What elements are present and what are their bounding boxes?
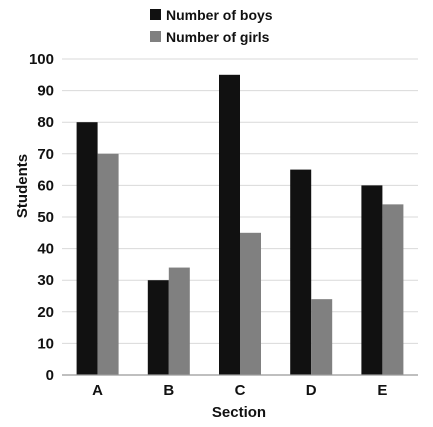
bar-d-boys bbox=[290, 169, 312, 375]
y-tick-label-20: 20 bbox=[37, 304, 54, 321]
y-axis-ticks: 0 10 20 30 40 50 60 70 80 90 100 bbox=[29, 51, 54, 384]
y-tick-label-100: 100 bbox=[29, 51, 54, 68]
x-tick-label-b: B bbox=[163, 382, 174, 399]
bar-b-boys bbox=[147, 280, 169, 375]
x-tick-label-d: D bbox=[306, 382, 317, 399]
x-axis-ticks: A B C D E bbox=[92, 382, 387, 399]
x-axis-title: Section bbox=[212, 404, 266, 421]
y-tick-label-90: 90 bbox=[37, 83, 54, 100]
bar-b-girls bbox=[168, 267, 190, 375]
y-tick-label-80: 80 bbox=[37, 114, 54, 131]
legend: Number of boys Number of girls bbox=[150, 7, 273, 45]
y-tick-label-60: 60 bbox=[37, 177, 54, 194]
y-tick-label-0: 0 bbox=[46, 367, 54, 384]
bars bbox=[76, 74, 404, 376]
y-axis-title: Students bbox=[14, 154, 31, 218]
y-tick-label-10: 10 bbox=[37, 335, 54, 352]
y-tick-label-50: 50 bbox=[37, 209, 54, 226]
bar-e-girls bbox=[382, 204, 404, 375]
x-tick-label-c: C bbox=[235, 382, 246, 399]
bar-e-boys bbox=[361, 185, 383, 375]
y-tick-label-30: 30 bbox=[37, 272, 54, 289]
x-tick-label-a: A bbox=[92, 382, 103, 399]
bar-d-girls bbox=[311, 299, 333, 375]
bar-c-boys bbox=[219, 74, 240, 376]
legend-label-girls: Number of girls bbox=[166, 29, 270, 45]
bar-a-boys bbox=[76, 122, 98, 375]
bar-a-girls bbox=[97, 153, 119, 375]
y-tick-label-70: 70 bbox=[37, 146, 54, 163]
bar-c-girls bbox=[240, 232, 261, 375]
legend-swatch-girls bbox=[150, 31, 161, 42]
legend-swatch-boys bbox=[150, 9, 161, 20]
y-tick-label-40: 40 bbox=[37, 241, 54, 258]
x-tick-label-e: E bbox=[377, 382, 387, 399]
legend-label-boys: Number of boys bbox=[166, 7, 273, 23]
